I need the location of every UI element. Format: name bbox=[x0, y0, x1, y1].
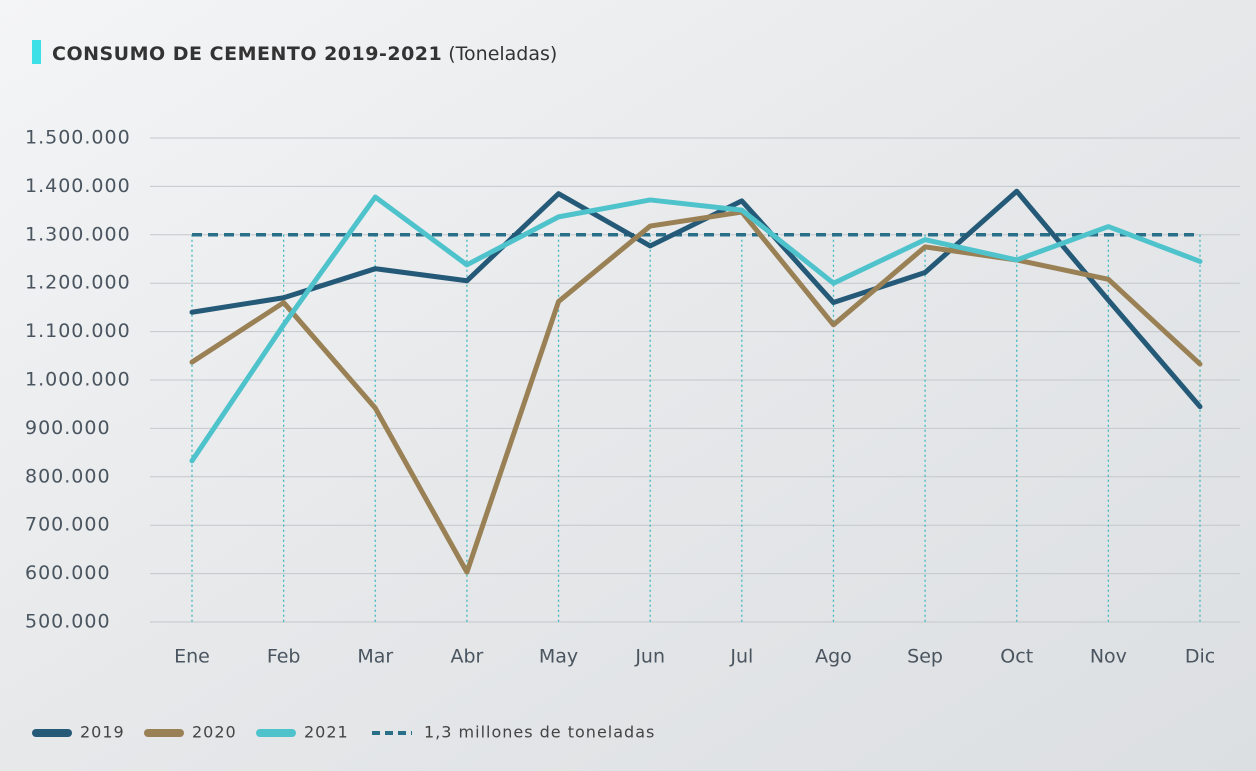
legend-label: 2020 bbox=[192, 723, 237, 742]
x-tick-label: Oct bbox=[1000, 646, 1033, 668]
y-tick-label: 1.400.000 bbox=[25, 175, 131, 197]
x-tick-label: Jun bbox=[634, 646, 665, 668]
x-tick-label: Dic bbox=[1185, 646, 1215, 668]
y-tick-label: 500.000 bbox=[25, 611, 111, 633]
series-line bbox=[189, 188, 1203, 410]
x-tick-label: Sep bbox=[907, 646, 943, 668]
x-tick-label: Feb bbox=[267, 646, 301, 668]
chart-title-group: CONSUMO DE CEMENTO 2019-2021 (Toneladas) bbox=[52, 43, 557, 65]
y-tick-label: 1.300.000 bbox=[25, 223, 131, 245]
y-tick-label: 800.000 bbox=[25, 465, 111, 487]
y-tick-label: 600.000 bbox=[25, 562, 111, 584]
x-tick-label: Ago bbox=[815, 646, 852, 668]
legend-label: 1,3 millones de toneladas bbox=[424, 723, 655, 742]
y-tick-label: 1.200.000 bbox=[25, 272, 131, 294]
legend-label: 2021 bbox=[304, 723, 349, 742]
chart-subtitle: (Toneladas) bbox=[448, 43, 557, 65]
x-tick-label: Mar bbox=[357, 646, 393, 668]
x-tick-label: Nov bbox=[1090, 646, 1127, 668]
x-tick-label: May bbox=[539, 646, 578, 668]
x-tick-label: Ene bbox=[174, 646, 210, 668]
chart-title: CONSUMO DE CEMENTO 2019-2021 bbox=[52, 43, 442, 65]
series-line bbox=[189, 209, 1203, 575]
y-tick-label: 900.000 bbox=[25, 417, 111, 439]
legend-label: 2019 bbox=[80, 723, 125, 742]
y-tick-label: 1.100.000 bbox=[25, 320, 131, 342]
y-tick-label: 1.500.000 bbox=[25, 127, 131, 149]
x-tick-label: Jul bbox=[729, 646, 753, 668]
y-tick-label: 1.000.000 bbox=[25, 369, 131, 391]
y-tick-label: 700.000 bbox=[25, 514, 111, 536]
title-marker bbox=[32, 40, 41, 64]
series-line bbox=[189, 194, 1203, 464]
x-tick-label: Abr bbox=[450, 646, 483, 668]
